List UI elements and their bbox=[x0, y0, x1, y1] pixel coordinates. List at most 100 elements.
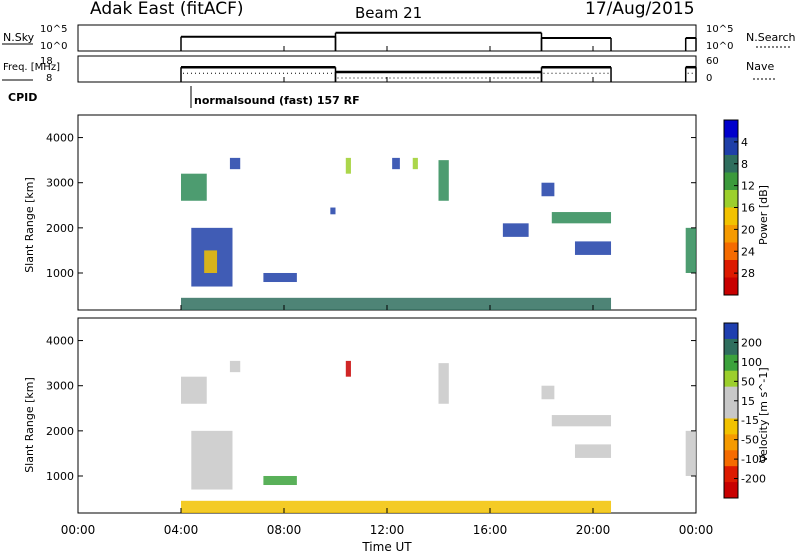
frequency-left-label: Freq. [MHz] bbox=[3, 62, 60, 73]
power-y-tick-label-3: 4000 bbox=[46, 132, 74, 145]
velocity-y-ticks: 1000 2000 3000 4000 bbox=[46, 335, 696, 483]
x-tick-label-0: 00:00 bbox=[61, 523, 96, 537]
velocity-colorbar-label: Velocity [m s^-1] bbox=[757, 367, 770, 462]
power-region-13 bbox=[574, 241, 612, 255]
power-y-tick-label-1: 2000 bbox=[46, 222, 74, 235]
time-x-label: Time UT bbox=[361, 540, 412, 554]
velocity-colorbar-swatch-5 bbox=[724, 402, 738, 419]
velocity-colorbar-swatch-0 bbox=[724, 323, 738, 340]
time-x-ticks: 00:00 04:00 08:00 12:00 16:00 20:00 00:00 bbox=[61, 46, 714, 537]
power-region-4 bbox=[263, 272, 297, 283]
power-colorbar-swatch-7 bbox=[724, 242, 738, 261]
velocity-colorbar-swatch-6 bbox=[724, 418, 738, 435]
power-region-11 bbox=[541, 182, 555, 197]
velocity-region-2 bbox=[229, 360, 241, 373]
x-tick-label-3: 12:00 bbox=[370, 523, 405, 537]
velocity-colorbar-swatch-7 bbox=[724, 434, 738, 451]
velocity-colorbar-tick-label-1: 100 bbox=[741, 356, 762, 369]
power-y-tick-label-0: 1000 bbox=[46, 267, 74, 280]
power-colorbar-tick-label-4: 20 bbox=[741, 223, 755, 236]
power-y-ticks: 1000 2000 3000 4000 bbox=[46, 132, 696, 280]
frequency-left-tick-bottom: 8 bbox=[46, 73, 52, 84]
velocity-colorbar-swatch-4 bbox=[724, 386, 738, 404]
velocity-colorbar-swatch-9 bbox=[724, 466, 738, 483]
power-region-12 bbox=[551, 212, 612, 224]
power-region-7 bbox=[392, 157, 400, 170]
velocity-region-0 bbox=[181, 376, 207, 404]
noise-right-label: N.Search bbox=[746, 31, 796, 44]
velocity-region-9 bbox=[685, 430, 696, 476]
power-region-3 bbox=[229, 157, 241, 170]
power-region-14 bbox=[685, 227, 696, 273]
velocity-region-8 bbox=[574, 444, 612, 458]
velocity-y-tick-label-0: 1000 bbox=[46, 470, 74, 483]
power-colorbar-tick-label-1: 8 bbox=[741, 158, 748, 171]
power-colorbar: 4 8 12 16 20 24 28 bbox=[723, 119, 755, 296]
noise-panel: N.Sky 10^5 10^0 10^5 10^0 N.Search bbox=[2, 24, 796, 52]
beam-title: Beam 21 bbox=[355, 4, 422, 22]
velocity-colorbar-tick-label-2: 50 bbox=[741, 375, 755, 388]
power-panel: 1000 2000 3000 4000 Slant Range [km] 4 8 12 16… bbox=[23, 114, 770, 311]
power-region-10 bbox=[502, 223, 529, 237]
velocity-region-6 bbox=[541, 385, 555, 400]
velocity-region-1 bbox=[191, 430, 233, 490]
noise-traces bbox=[180, 31, 697, 51]
x-tick-label-1: 04:00 bbox=[164, 523, 199, 537]
power-colorbar-tick-label-2: 12 bbox=[741, 180, 755, 193]
frequency-left-tick-top: 18 bbox=[40, 56, 53, 67]
power-colorbar-tick-label-6: 28 bbox=[741, 267, 755, 280]
frequency-right-tick-bottom: 0 bbox=[706, 73, 712, 84]
velocity-colorbar: 200 100 50 15 -15 -50 -100 -200 bbox=[723, 322, 766, 499]
velocity-colorbar-swatch-10 bbox=[724, 482, 738, 499]
velocity-colorbar-swatch-2 bbox=[724, 354, 738, 372]
power-colorbar-swatch-3 bbox=[724, 172, 738, 191]
velocity-colorbar-tick-label-4: -15 bbox=[741, 414, 759, 427]
x-tick-label-6: 00:00 bbox=[679, 523, 714, 537]
cpid-label: CPID bbox=[8, 91, 37, 104]
velocity-region-4 bbox=[345, 360, 351, 377]
velocity-y-label: Slant Range [km] bbox=[23, 377, 36, 473]
power-colorbar-tick-label-3: 16 bbox=[741, 202, 755, 215]
velocity-panel: 1000 2000 3000 4000 Slant Range [km] 200 100… bbox=[23, 317, 770, 514]
power-colorbar-swatch-8 bbox=[724, 260, 738, 278]
cpid-row: CPID normalsound (fast) 157 RF bbox=[8, 86, 360, 108]
velocity-colorbar-swatch-3 bbox=[724, 370, 738, 388]
power-region-0 bbox=[181, 173, 207, 201]
velocity-colorbar-tick-label-5: -50 bbox=[741, 434, 759, 447]
cpid-text: normalsound (fast) 157 RF bbox=[194, 94, 360, 107]
power-colorbar-swatch-4 bbox=[724, 190, 738, 208]
frequency-right-label: Nave bbox=[746, 60, 774, 73]
noise-right-tick-bottom: 10^0 bbox=[706, 41, 733, 52]
velocity-region-10 bbox=[181, 500, 612, 513]
velocity-y-tick-label-1: 2000 bbox=[46, 425, 74, 438]
power-region-8 bbox=[412, 157, 418, 170]
power-region-15 bbox=[181, 297, 612, 310]
frequency-panel: Freq. [MHz] 18 8 60 0 Nave bbox=[2, 55, 775, 84]
velocity-colorbar-swatch-8 bbox=[724, 450, 738, 467]
noise-left-label: N.Sky bbox=[3, 31, 35, 44]
velocity-colorbar-swatch-1 bbox=[724, 338, 738, 356]
velocity-colorbar-tick-label-3: 15 bbox=[741, 395, 755, 408]
velocity-colorbar-tick-label-6: -100 bbox=[741, 453, 766, 466]
power-colorbar-tick-label-0: 4 bbox=[741, 136, 748, 149]
velocity-region-3 bbox=[263, 475, 297, 486]
power-colorbar-label: Power [dB] bbox=[757, 185, 770, 245]
power-colorbar-tick-label-5: 24 bbox=[741, 245, 755, 258]
station-title: Adak East (fitACF) bbox=[90, 0, 244, 19]
velocity-y-tick-label-2: 3000 bbox=[46, 380, 74, 393]
power-y-label: Slant Range [km] bbox=[23, 177, 36, 273]
power-region-6 bbox=[345, 157, 351, 174]
frequency-traces bbox=[180, 65, 697, 82]
frequency-right-tick-top: 60 bbox=[706, 56, 719, 67]
velocity-colorbar-tick-label-0: 200 bbox=[741, 336, 762, 349]
velocity-colorbar-tick-label-7: -200 bbox=[741, 473, 766, 486]
power-data bbox=[181, 157, 696, 310]
power-colorbar-swatch-6 bbox=[724, 225, 738, 243]
power-region-5 bbox=[330, 207, 336, 215]
power-region-2 bbox=[204, 250, 218, 273]
power-colorbar-swatch-2 bbox=[724, 155, 738, 173]
power-region-9 bbox=[438, 160, 449, 201]
velocity-region-7 bbox=[551, 415, 612, 427]
power-colorbar-swatch-9 bbox=[724, 277, 738, 296]
